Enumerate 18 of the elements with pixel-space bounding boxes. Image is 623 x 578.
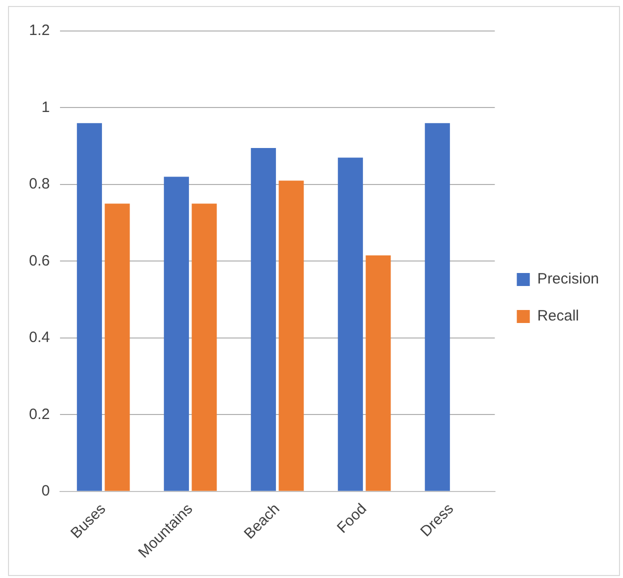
y-tick-label: 0.8 xyxy=(28,176,50,193)
y-tick-label: 1 xyxy=(42,98,50,116)
bar xyxy=(76,123,102,491)
y-tick-label: 0.6 xyxy=(28,252,50,270)
y-tick-label: 0.4 xyxy=(28,329,50,346)
bar xyxy=(424,123,450,491)
y-tick-label: 0.2 xyxy=(28,406,50,423)
legend-label: Recall xyxy=(537,308,579,325)
y-tick-label: 1.2 xyxy=(28,22,50,40)
bar xyxy=(250,148,276,491)
bar xyxy=(278,180,304,491)
bar xyxy=(192,204,217,491)
legend-label: Precision xyxy=(537,270,600,288)
bar xyxy=(366,255,391,491)
bar xyxy=(104,204,130,491)
bar xyxy=(164,176,189,491)
bar xyxy=(338,158,363,491)
y-tick-label: 0 xyxy=(42,482,50,500)
